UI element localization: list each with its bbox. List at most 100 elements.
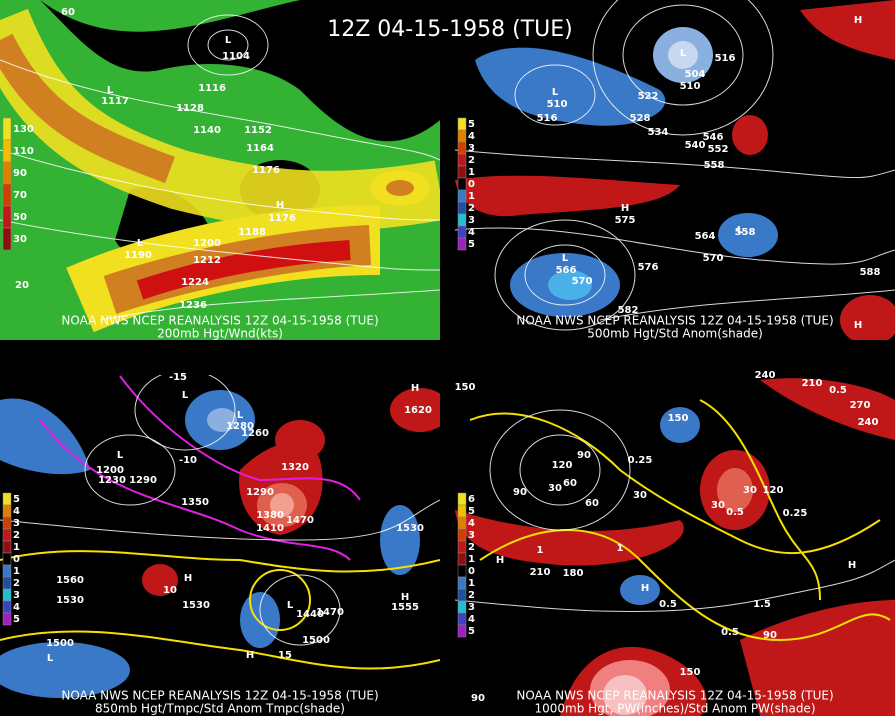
colorbar-label: 130	[13, 124, 34, 135]
contour-label: 1188	[238, 227, 266, 238]
contour-label: L	[47, 653, 54, 664]
colorbar-cell	[457, 492, 467, 506]
colorbar-cell	[457, 141, 467, 155]
contour-label: 570	[703, 253, 724, 264]
colorbar-label: 4	[468, 614, 475, 625]
contour-label: 540	[685, 140, 706, 151]
contour-label: L	[237, 410, 244, 421]
contour-label: 1	[617, 543, 624, 554]
colorbar-label: 90	[13, 168, 27, 179]
contour-label: 1555	[391, 602, 419, 613]
panel-caption: NOAA NWS NCEP REANALYSIS 12Z 04-15-1958 …	[61, 314, 378, 328]
colorbar-cell	[457, 624, 467, 638]
contour-label: L	[562, 253, 569, 264]
colorbar-cell	[457, 552, 467, 566]
colorbar-label: 4	[468, 227, 475, 238]
colorbar-cell	[2, 139, 12, 163]
contour-label: 0.5	[829, 385, 847, 396]
contour-label: 1290	[129, 475, 157, 486]
colorbar-label: 1	[468, 578, 475, 589]
panel-500mb	[455, 0, 895, 340]
colorbar-cell	[457, 213, 467, 227]
contour-label: 20	[15, 280, 29, 291]
contour-label: 0.5	[659, 599, 677, 610]
contour-label: 1440	[296, 609, 324, 620]
contour-label: 1140	[193, 125, 221, 136]
contour-label: 1350	[181, 497, 209, 508]
contour-label: 10	[163, 585, 177, 596]
colorbar-label: 70	[13, 190, 27, 201]
contour-label: 1530	[396, 523, 424, 534]
colorbar-label: 1	[13, 542, 20, 553]
contour-label: 240	[755, 370, 776, 381]
colorbar-label: 2	[13, 530, 20, 541]
colorbar-cell	[457, 588, 467, 602]
contour-label: 1	[537, 545, 544, 556]
colorbar-label: 3	[468, 530, 475, 541]
contour-label: 15	[278, 650, 292, 661]
contour-label: H	[401, 592, 409, 603]
panel-caption: NOAA NWS NCEP REANALYSIS 12Z 04-15-1958 …	[516, 314, 833, 328]
contour-label: 1500	[302, 635, 330, 646]
contour-label: 0.25	[628, 455, 653, 466]
contour-label: H	[276, 200, 284, 211]
panel-subtitle: 1000mb Hgt, PW(inches)/Std Anom PW(shade…	[534, 702, 815, 716]
contour-label: 1104	[222, 51, 250, 62]
colorbar-label: 0	[13, 554, 20, 565]
colorbar-cell	[457, 129, 467, 143]
contour-label: L	[680, 48, 687, 59]
contour-label: 1560	[56, 575, 84, 586]
contour-label: 1380	[256, 510, 284, 521]
contour-label: 1530	[56, 595, 84, 606]
colorbar-label: 4	[13, 506, 20, 517]
panel-subtitle: 200mb Hgt/Wnd(kts)	[157, 327, 283, 341]
colorbar-label: 4	[468, 131, 475, 142]
colorbar-cell	[457, 189, 467, 203]
colorbar-label: 1	[468, 167, 475, 178]
colorbar-cell	[457, 576, 467, 590]
panel-caption: NOAA NWS NCEP REANALYSIS 12Z 04-15-1958 …	[61, 689, 378, 703]
colorbar-label: 5	[468, 626, 475, 637]
contour-label: 270	[850, 400, 871, 411]
contour-label: 1320	[281, 462, 309, 473]
contour-label: 1280	[226, 421, 254, 432]
contour-label: 60	[563, 478, 577, 489]
colorbar-label: 4	[13, 602, 20, 613]
colorbar-label: 5	[13, 614, 20, 625]
colorbar-label: 5	[468, 506, 475, 517]
contour-label: L	[287, 600, 294, 611]
colorbar-cell	[457, 612, 467, 626]
colorbar-cell	[457, 225, 467, 239]
colorbar-label: 1	[13, 566, 20, 577]
contour-label: 90	[577, 450, 591, 461]
colorbar-label: 5	[468, 119, 475, 130]
colorbar-cell	[457, 600, 467, 614]
colorbar-cell	[457, 153, 467, 167]
colorbar-label: 110	[13, 146, 34, 157]
contour-label: H	[854, 320, 862, 331]
colorbar-cell	[2, 205, 12, 229]
contour-label: 1530	[182, 600, 210, 611]
contour-label: 1117	[101, 96, 129, 107]
colorbar-cell	[2, 492, 12, 506]
contour-label: 510	[680, 81, 701, 92]
contour-label: 1.5	[753, 599, 771, 610]
contour-label: 0.5	[721, 627, 739, 638]
colorbar-cell	[457, 177, 467, 191]
panel-1000mb	[455, 375, 895, 716]
colorbar-cell	[457, 504, 467, 518]
colorbar-cell	[2, 600, 12, 614]
contour-label: 30	[633, 490, 647, 501]
contour-label: 1236	[179, 300, 207, 311]
contour-label: 516	[715, 53, 736, 64]
contour-label: 90	[471, 693, 485, 704]
contour-label: 90	[513, 487, 527, 498]
contour-label: 1190	[124, 250, 152, 261]
contour-label: 210	[530, 567, 551, 578]
colorbar-label: 3	[468, 215, 475, 226]
contour-label: 546	[703, 132, 724, 143]
contour-label: -10	[179, 455, 197, 466]
panel-subtitle: 500mb Hgt/Std Anom(shade)	[587, 327, 763, 341]
colorbar-cell	[2, 576, 12, 590]
